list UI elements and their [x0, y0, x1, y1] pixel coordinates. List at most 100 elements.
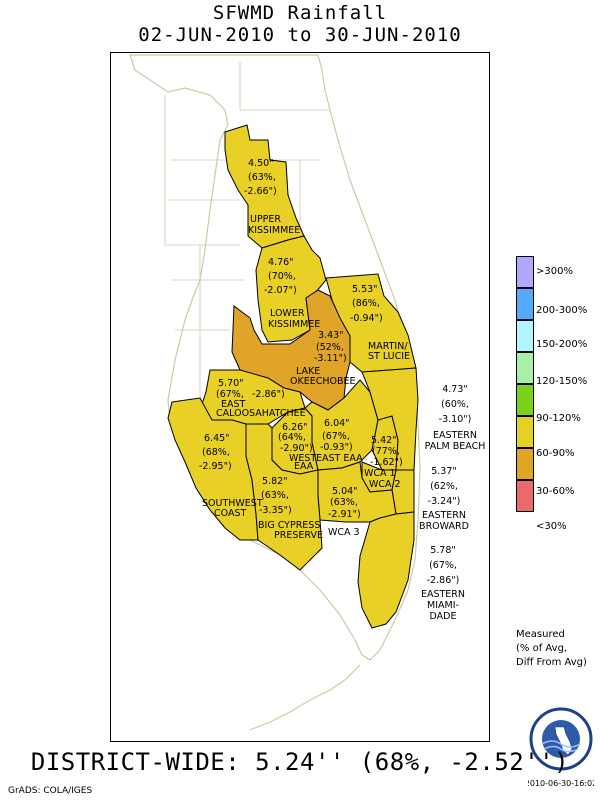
- district-wide-summary: DISTRICT-WIDE: 5.24'' (68%, -2.52''): [30, 748, 570, 776]
- rain-swc: 6.45": [204, 433, 230, 444]
- name-upper-kissimmee-1: UPPER: [250, 214, 281, 225]
- rain-martin: 5.53": [352, 284, 378, 295]
- pct-eastern-miami-dade: (67%,: [429, 560, 457, 571]
- diff-eastern-miami-dade: -2.86"): [426, 575, 460, 586]
- diff-upper-kissimmee: -2.66"): [244, 186, 277, 197]
- labels-west-eaa: 6.26" (64%, -2.90") WEST EAA: [278, 422, 316, 472]
- pct-upper-kissimmee: (63%,: [248, 172, 276, 183]
- legend-label-150-200: 150-200%: [536, 339, 588, 350]
- labels-upper-kissimmee: 4.50" (63%, -2.66") UPPER KISSIMMEE: [244, 158, 300, 236]
- labels-southwest-coast: 6.45" (68%, -2.95") SOUTHWEST COAST: [199, 433, 263, 519]
- footer-credit: GrADS: COLA/IGES: [8, 786, 93, 796]
- diff-eastern-broward: -3.24"): [427, 496, 461, 507]
- legend-swatch-lt30: [516, 480, 534, 512]
- diff-west-eaa: -2.90"): [280, 443, 313, 454]
- region-big-cypress: [245, 423, 323, 571]
- labels-lower-kissimmee: 4.76" (70%, -2.07") LOWER KISSIMMEE: [264, 257, 320, 330]
- rain-wca3: 5.04": [332, 486, 358, 497]
- rain-upper-kissimmee: 4.50": [248, 158, 274, 169]
- pct-east-eaa: (67%,: [322, 431, 350, 442]
- note-line-1: Measured: [516, 629, 565, 640]
- diff-swc: -2.95"): [199, 461, 232, 472]
- name-wca1: WCA 1: [364, 468, 396, 479]
- rain-eastern-miami-dade: 5.78": [430, 545, 456, 556]
- labels-wca-3: 5.04" (63%, -2.91") WCA 3: [328, 486, 361, 538]
- name-martin-1: MARTIN/: [368, 341, 408, 352]
- pct-lower-kissimmee: (70%,: [268, 271, 296, 282]
- pct-lake-o: (52%,: [316, 342, 344, 353]
- name-wca3: WCA 3: [328, 527, 360, 538]
- name-west-eaa-2: EAA: [294, 461, 314, 472]
- diff-lower-kissimmee: -2.07"): [264, 285, 297, 296]
- diff-martin: -0.94"): [350, 313, 383, 324]
- name-lower-kissimmee-1: LOWER: [270, 308, 305, 319]
- name-eastern-miami-dade-2: MIAMI-DADE: [427, 600, 459, 622]
- name-lower-kissimmee-2: KISSIMMEE: [268, 319, 320, 330]
- legend-label-120-150: 120-150%: [536, 376, 588, 387]
- legend-swatch-150-200: [516, 320, 534, 352]
- name-east-caloosa-1: EAST: [221, 399, 246, 410]
- diff-eastern-palm-beach: -3.10"): [438, 414, 472, 425]
- legend-swatch-90-120: [516, 384, 534, 416]
- region-eastern-miami-dade: [357, 511, 415, 629]
- name-upper-kissimmee-2: KISSIMMEE: [248, 225, 300, 236]
- rain-eastern-broward: 5.37": [431, 466, 457, 477]
- labels-big-cypress: 5.82" (63%, -3.35") BIG CYPRESS PRESERVE: [258, 476, 323, 541]
- labels-eastern-broward: 5.37" (62%, -3.24") EASTERN BROWARD: [414, 464, 474, 532]
- diff-lake-o: -3.11"): [314, 353, 347, 364]
- name-eastern-broward-1: EASTERN: [421, 510, 467, 521]
- name-big-cypress-2: PRESERVE: [274, 530, 323, 541]
- legend-label-gt300: >300%: [536, 266, 573, 277]
- pct-wca3: (63%,: [330, 497, 358, 508]
- rain-east-eaa: 6.04": [324, 418, 350, 429]
- map-frame: [110, 52, 490, 742]
- name-wca2: WCA 2: [369, 479, 401, 490]
- labels-wca-2: WCA 2: [369, 479, 401, 490]
- name-lake-o-1: LAKE: [296, 366, 320, 377]
- legend-label-90-120: 90-120%: [536, 413, 581, 424]
- name-east-caloosa-2: CALOOSAHATCHEE: [216, 408, 306, 419]
- footer-timestamp: 2010-06-30-16:02: [528, 779, 594, 788]
- legend-label-60-90: 60-90%: [536, 448, 575, 459]
- pct-swc: (68%,: [202, 447, 230, 458]
- pct-eastern-palm-beach: (60%,: [441, 399, 469, 410]
- name-swc-2: COAST: [214, 508, 246, 519]
- diff-wca1: -1.62"): [370, 457, 403, 468]
- labels-eastern-palm-beach: 4.73" (60%, -3.10") EASTERN PALM BEACH: [420, 382, 490, 452]
- date-range: 02-JUN-2010 to 30-JUN-2010: [138, 24, 462, 46]
- name-east-eaa: EAST EAA: [316, 453, 363, 464]
- pct-west-eaa: (64%,: [278, 432, 306, 443]
- labels-lake-okeechobee: 3.43" (52%, -3.11") LAKE OKEECHOBEE: [290, 330, 356, 387]
- legend-note: Measured (% of Avg, Diff From Avg): [516, 628, 587, 670]
- note-line-2: (% of Avg,: [516, 643, 568, 654]
- name-eastern-broward-2: BROWARD: [419, 521, 469, 532]
- note-line-3: Diff From Avg): [516, 657, 587, 668]
- map-title: SFWMD Rainfall: [212, 2, 388, 24]
- diff-east-caloosa: -2.86"): [252, 389, 285, 400]
- pct-martin: (86%,: [352, 298, 380, 309]
- pct-east-caloosa: (67%,: [216, 389, 244, 400]
- pct-eastern-broward: (62%,: [430, 481, 458, 492]
- keys-outline: [249, 664, 361, 731]
- legend-swatch-200-300: [516, 288, 534, 320]
- name-big-cypress-1: BIG CYPRESS: [258, 520, 320, 531]
- labels-east-caloosahatchee: 5.70" (67%, -2.86") EAST CALOOSAHATCHEE: [216, 378, 306, 419]
- rain-eastern-palm-beach: 4.73": [442, 384, 468, 395]
- pct-wca1: (77%,: [372, 446, 400, 457]
- rain-east-caloosa: 5.70": [218, 378, 244, 389]
- legend-swatch-60-90: [516, 416, 534, 448]
- rain-west-eaa: 6.26": [282, 422, 308, 433]
- name-lake-o-2: OKEECHOBEE: [290, 376, 356, 387]
- labels-eastern-miami-dade: 5.78" (67%, -2.86") EASTERN MIAMI-DADE: [414, 543, 472, 622]
- name-martin-2: ST LUCIE: [368, 351, 410, 362]
- diff-big-cypress: -3.35"): [259, 505, 292, 516]
- diff-wca3: -2.91"): [328, 509, 361, 520]
- name-west-eaa-1: WEST: [289, 453, 316, 464]
- name-eastern-miami-dade-1: EASTERN: [420, 589, 466, 600]
- legend-label-200-300: 200-300%: [536, 305, 588, 316]
- pct-big-cypress: (63%,: [261, 490, 289, 501]
- rain-lake-o: 3.43": [318, 330, 344, 341]
- labels-east-eaa: 6.04" (67%, -0.93") EAST EAA: [316, 418, 363, 464]
- rain-lower-kissimmee: 4.76": [268, 257, 294, 268]
